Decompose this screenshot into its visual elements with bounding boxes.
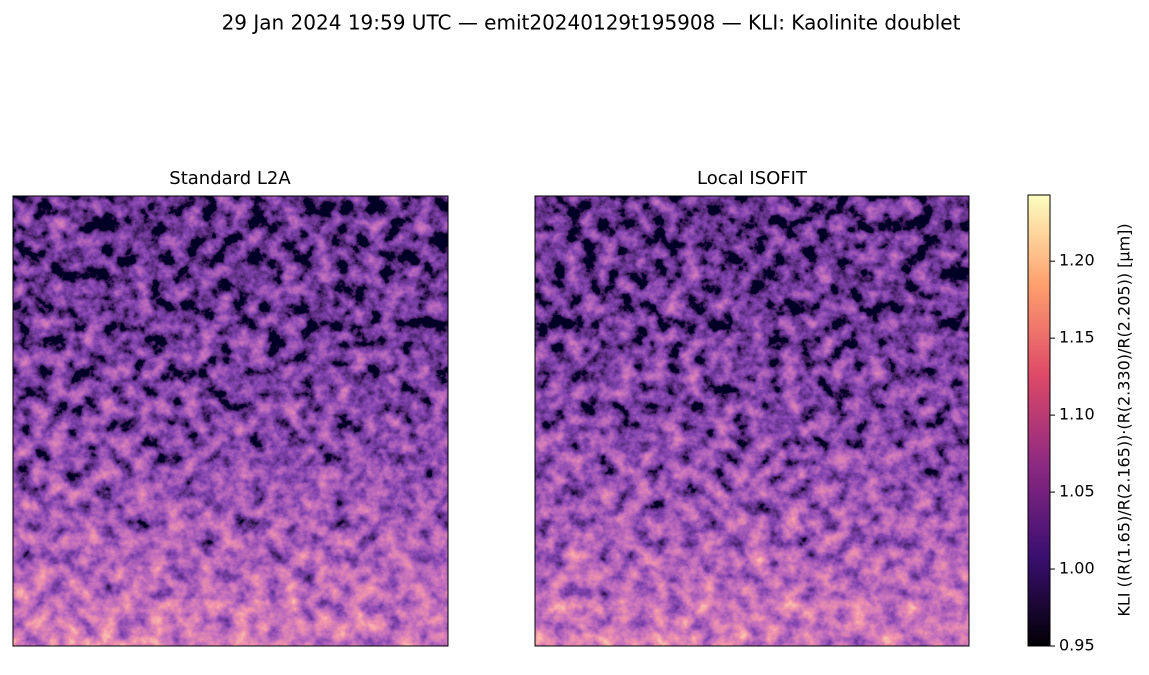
colorbar-tick-label: 1.10 bbox=[1059, 405, 1095, 424]
colorbar-tick-label: 0.95 bbox=[1059, 636, 1095, 655]
colorbar-tick-label: 1.15 bbox=[1059, 328, 1095, 347]
colorbar-tick-label: 1.00 bbox=[1059, 559, 1095, 578]
image-panel bbox=[535, 196, 969, 646]
image-panel bbox=[13, 196, 448, 646]
colorbar-label: KLI ((R(1.65)/R(2.165))·(R(2.330)/R(2.20… bbox=[1115, 223, 1134, 616]
colorbar bbox=[1027, 194, 1051, 647]
figure-title: 29 Jan 2024 19:59 UTC — emit20240129t195… bbox=[222, 11, 961, 35]
panel-frame bbox=[12, 195, 449, 647]
panel-frame bbox=[534, 195, 970, 647]
colorbar-tick-label: 1.20 bbox=[1059, 251, 1095, 270]
panel-title: Local ISOFIT bbox=[697, 168, 808, 189]
panel-title: Standard L2A bbox=[169, 168, 291, 189]
colorbar-tick-label: 1.05 bbox=[1059, 482, 1095, 501]
